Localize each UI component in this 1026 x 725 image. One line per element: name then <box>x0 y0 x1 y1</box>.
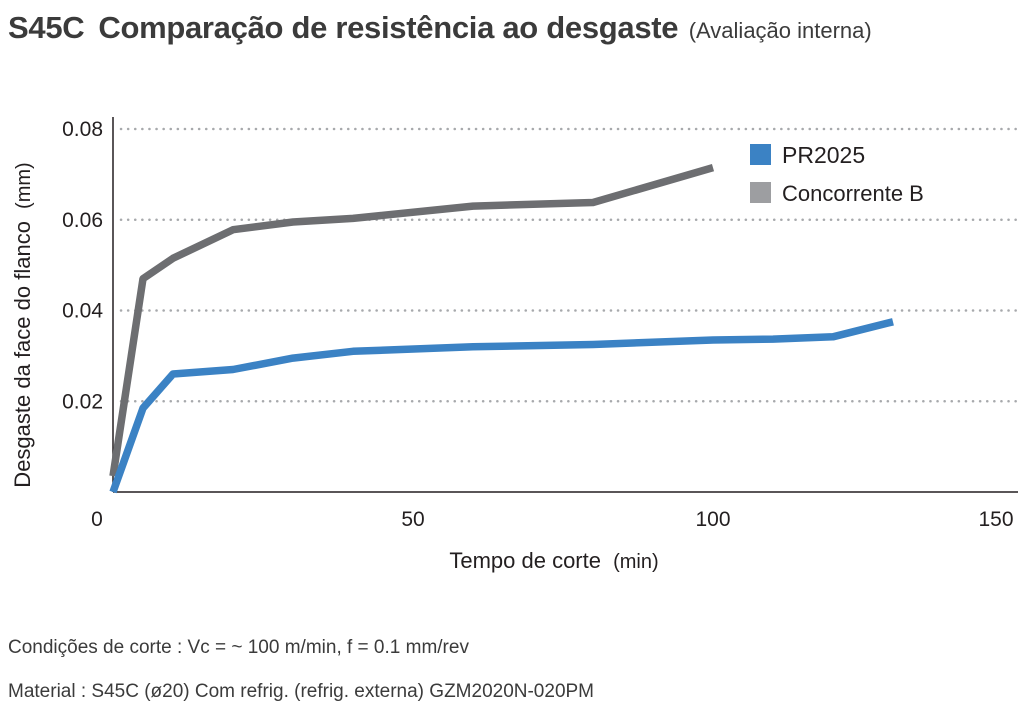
series-lines <box>109 163 894 494</box>
series-line-concorrente-b <box>109 163 715 477</box>
x-tick-label: 150 <box>978 508 1013 531</box>
legend-swatch-concorrente-b <box>750 182 771 203</box>
grid-lines <box>119 127 1018 403</box>
x-tick-label: 100 <box>695 508 730 531</box>
y-axis-label-text: Desgaste da face do flanco <box>10 221 35 488</box>
y-tick-label: 0.08 <box>62 118 103 141</box>
legend: PR2025 Concorrente B <box>750 142 924 206</box>
axes <box>112 117 1018 493</box>
material-note: Material : S45C (ø20) Com refrig. (refri… <box>8 681 595 702</box>
x-axis-label-unit: (min) <box>613 551 659 573</box>
x-axis-label-text: Tempo de corte <box>449 548 601 573</box>
x-tick-label: 50 <box>401 508 424 531</box>
legend-label-pr2025: PR2025 <box>782 142 865 168</box>
title-code: S45C <box>8 10 85 45</box>
legend-swatch-pr2025 <box>750 144 771 165</box>
chart-title: S45C Comparação de resistência ao desgast… <box>8 10 872 46</box>
y-tick-labels: 0.02 0.04 0.06 0.08 <box>62 118 103 413</box>
x-tick-labels: 0 50 100 150 <box>91 508 1013 531</box>
title-main: Comparação de resistência ao desgaste <box>98 10 679 45</box>
title-subtitle: (Avaliação interna) <box>688 18 872 43</box>
y-tick-label: 0.02 <box>62 390 103 413</box>
x-axis-label: Tempo de corte (min) <box>449 548 658 573</box>
cutting-conditions-note: Condições de corte : Vc = ~ 100 m/min, f… <box>8 637 469 658</box>
y-tick-label: 0.06 <box>62 209 103 232</box>
legend-label-concorrente-b: Concorrente B <box>782 181 924 206</box>
y-axis-label: Desgaste da face do flanco (mm) <box>10 162 35 487</box>
y-axis-label-unit: (mm) <box>13 162 35 209</box>
x-tick-label: 0 <box>91 508 103 531</box>
y-tick-label: 0.04 <box>62 300 103 323</box>
series-line-pr2025 <box>109 318 894 494</box>
